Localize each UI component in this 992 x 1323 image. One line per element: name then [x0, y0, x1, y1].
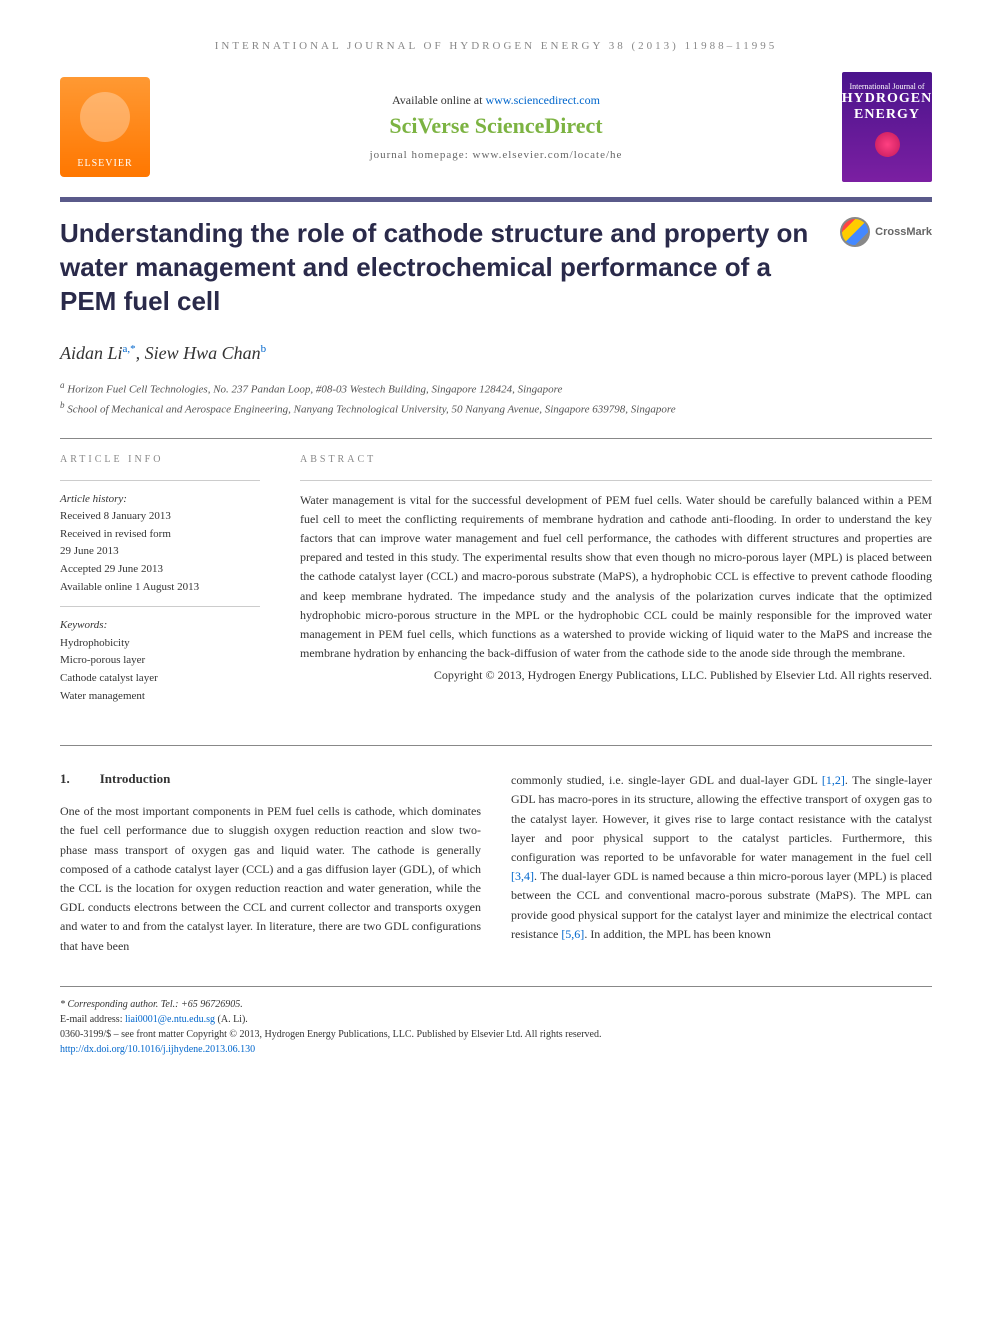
title-text: Understanding the role of cathode struct…	[60, 218, 808, 316]
crossmark-label: CrossMark	[875, 225, 932, 239]
journal-cover-image[interactable]: International Journal of HYDROGEN ENERGY	[842, 72, 932, 182]
history-online: Available online 1 August 2013	[60, 579, 260, 597]
history-label: Article history:	[60, 491, 260, 509]
history-accepted: Accepted 29 June 2013	[60, 561, 260, 579]
body-column-right: commonly studied, i.e. single-layer GDL …	[511, 771, 932, 956]
keywords-block: Keywords: Hydrophobicity Micro-porous la…	[60, 606, 260, 715]
copyright-text: Copyright © 2013, Hydrogen Energy Public…	[300, 668, 932, 683]
cover-subtitle: International Journal of	[849, 82, 924, 91]
elsevier-logo[interactable]: ELSEVIER	[60, 77, 150, 177]
divider	[60, 438, 932, 439]
crossmark-badge[interactable]: CrossMark	[840, 217, 932, 247]
keyword-3: Cathode catalyst layer	[60, 670, 260, 688]
keyword-2: Micro-porous layer	[60, 652, 260, 670]
history-revised: Received in revised form	[60, 526, 260, 544]
elsevier-text: ELSEVIER	[77, 158, 132, 169]
body-text-col2: commonly studied, i.e. single-layer GDL …	[511, 771, 932, 944]
abstract-label: ABSTRACT	[300, 454, 932, 465]
section-1-heading: 1. Introduction	[60, 771, 481, 787]
affiliations: a Horizon Fuel Cell Technologies, No. 23…	[60, 379, 932, 417]
top-banner: ELSEVIER Available online at www.science…	[60, 72, 932, 182]
journal-homepage[interactable]: journal homepage: www.elsevier.com/locat…	[150, 149, 842, 161]
available-label: Available online at	[392, 93, 485, 107]
author-2-sup: b	[261, 343, 267, 355]
cover-title1: HYDROGEN	[842, 91, 932, 107]
article-info-column: ARTICLE INFO Article history: Received 8…	[60, 454, 260, 716]
center-banner: Available online at www.sciencedirect.co…	[150, 93, 842, 161]
footer-section: * Corresponding author. Tel.: +65 967269…	[60, 986, 932, 1057]
author-1[interactable]: Aidan Li	[60, 343, 123, 363]
article-title: Understanding the role of cathode struct…	[60, 217, 932, 318]
title-divider	[60, 197, 932, 202]
email-link[interactable]: liai0001@e.ntu.edu.sg	[125, 1014, 215, 1025]
info-abstract-section: ARTICLE INFO Article history: Received 8…	[60, 454, 932, 716]
ref-link-3[interactable]: [5,6]	[561, 927, 584, 941]
body-divider	[60, 745, 932, 746]
section-title: Introduction	[100, 771, 171, 786]
cover-title2: ENERGY	[854, 107, 920, 123]
abstract-column: ABSTRACT Water management is vital for t…	[300, 454, 932, 716]
article-info-label: ARTICLE INFO	[60, 454, 260, 465]
available-online-text: Available online at www.sciencedirect.co…	[150, 93, 842, 108]
affiliation-a: a Horizon Fuel Cell Technologies, No. 23…	[60, 379, 932, 398]
email-line: E-mail address: liai0001@e.ntu.edu.sg (A…	[60, 1012, 932, 1027]
ref-link-1[interactable]: [1,2]	[822, 773, 845, 787]
body-columns: 1. Introduction One of the most important…	[60, 771, 932, 956]
affiliation-b: b School of Mechanical and Aerospace Eng…	[60, 399, 932, 418]
keyword-1: Hydrophobicity	[60, 635, 260, 653]
issn-line: 0360-3199/$ – see front matter Copyright…	[60, 1027, 932, 1042]
authors-line: Aidan Lia,*, Siew Hwa Chanb	[60, 343, 932, 364]
doi-link[interactable]: http://dx.doi.org/10.1016/j.ijhydene.201…	[60, 1044, 255, 1055]
crossmark-icon	[840, 217, 870, 247]
history-received: Received 8 January 2013	[60, 508, 260, 526]
corresponding-author: * Corresponding author. Tel.: +65 967269…	[60, 997, 932, 1012]
history-revised-date: 29 June 2013	[60, 543, 260, 561]
section-num: 1.	[60, 771, 70, 786]
body-text-col1: One of the most important components in …	[60, 802, 481, 956]
article-history: Article history: Received 8 January 2013…	[60, 480, 260, 607]
author-1-sup: a,*	[123, 343, 136, 355]
keyword-4: Water management	[60, 688, 260, 706]
keywords-label: Keywords:	[60, 617, 260, 635]
journal-header: INTERNATIONAL JOURNAL OF HYDROGEN ENERGY…	[60, 40, 932, 52]
ref-link-2[interactable]: [3,4]	[511, 869, 534, 883]
sciencedirect-link[interactable]: www.sciencedirect.com	[485, 93, 600, 107]
abstract-text: Water management is vital for the succes…	[300, 480, 932, 664]
sciverse-logo: SciVerse ScienceDirect	[150, 113, 842, 139]
author-2[interactable]: Siew Hwa Chan	[145, 343, 261, 363]
body-column-left: 1. Introduction One of the most important…	[60, 771, 481, 956]
